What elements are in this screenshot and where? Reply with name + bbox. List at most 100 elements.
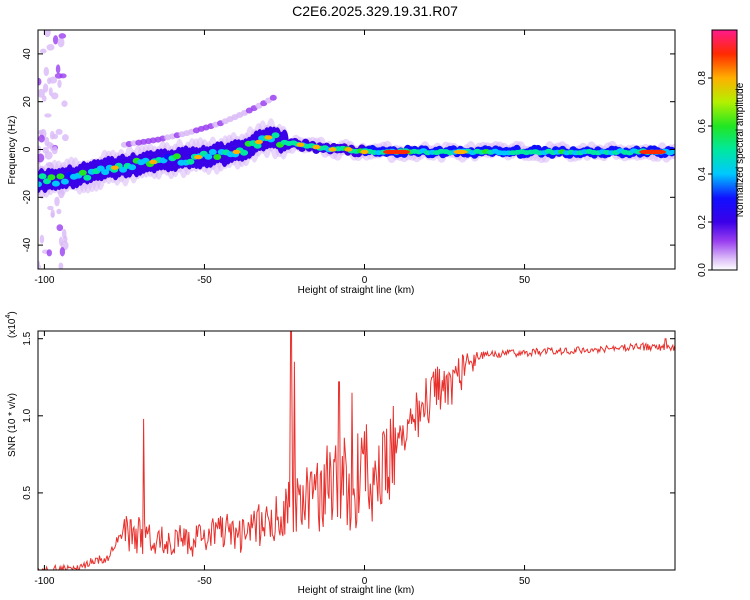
heatmap-cell — [59, 73, 67, 79]
heatmap-cell — [57, 79, 62, 88]
heatmap-cell — [39, 48, 47, 54]
heatmap-cell — [57, 37, 65, 48]
snr-x-ticks: -100 -50 0 50 — [34, 331, 531, 587]
heatmap-cell — [204, 153, 213, 160]
heatmap-cell — [652, 149, 666, 155]
heatmap-cell — [240, 149, 249, 156]
y-tick-label: 20 — [22, 96, 33, 108]
snr-scale-label: (x104) — [5, 311, 18, 338]
heatmap-cell — [101, 169, 110, 176]
heatmap-cell — [39, 234, 45, 244]
colorbar-tick-label: 0.8 — [697, 71, 708, 85]
snr-series-line — [38, 331, 675, 570]
heatmap-cell — [38, 153, 45, 163]
heatmap-cell — [52, 35, 59, 45]
heatmap-cell — [264, 135, 273, 140]
snr-frame — [37, 330, 676, 571]
heatmap-cell — [253, 142, 262, 149]
snr-scale-exponent: 4 — [5, 315, 12, 319]
heatmap-cell — [47, 205, 54, 211]
heatmap-cell — [83, 174, 92, 181]
colorbar-label: Normalized spectral amplitude — [735, 82, 746, 217]
x-tick-label: 0 — [362, 576, 368, 587]
heatmap-cell — [56, 173, 65, 180]
heatmap-cell — [149, 159, 158, 165]
heatmap-cell — [44, 30, 51, 38]
heatmap-cell — [110, 165, 119, 170]
heatmap-cell — [119, 166, 128, 173]
x-tick-label: 0 — [362, 275, 368, 286]
snr-x-axis-label: Height of straight line (km) — [298, 585, 415, 596]
heatmap-cell — [128, 164, 137, 171]
heatmap-cell — [344, 147, 353, 152]
colorbar-tick-label: 0.0 — [697, 263, 708, 277]
heatmap-cell — [312, 144, 321, 150]
spectrogram-panel: -100 -50 0 50 -40 -20 0 20 40 Height of straigh… — [7, 29, 676, 296]
heatmap-cell — [213, 154, 222, 160]
heatmap-cell — [59, 246, 66, 257]
heatmap-cell — [46, 249, 52, 257]
heatmap-cell — [254, 139, 263, 145]
heatmap-cell — [78, 169, 87, 176]
heatmap-cell — [56, 208, 62, 215]
heatmap-cell — [44, 151, 53, 160]
heatmap-cell — [50, 92, 59, 100]
snr-y-axis-label: SNR (10 * v/v) — [7, 393, 18, 457]
heatmap-cell — [47, 174, 56, 181]
y-tick-label: -20 — [22, 190, 33, 205]
spectrogram-y-axis-label: Frequency (Hz) — [7, 116, 18, 185]
x-tick-label: -50 — [197, 275, 212, 286]
heatmap-cell — [56, 224, 64, 232]
heatmap-cell — [38, 173, 47, 180]
colorbar: 0.0 0.2 0.4 0.6 0.8 Normalized spectral ampl… — [697, 29, 746, 277]
heatmap-cell — [50, 209, 55, 219]
heatmap-cell — [38, 264, 42, 269]
colorbar-tick-label: 0.6 — [697, 119, 708, 133]
heatmap-cell — [296, 142, 305, 147]
heatmap-cell — [58, 33, 67, 39]
heatmap-cell — [232, 149, 241, 155]
spectrogram-y-ticks: -40 -20 0 20 40 — [22, 48, 675, 252]
x-tick-label: 50 — [519, 576, 531, 587]
heatmap-cell — [63, 235, 68, 243]
y-tick-label: 0 — [22, 146, 33, 152]
heatmap-cell — [328, 147, 337, 152]
heatmap-cell — [42, 83, 49, 93]
snr-marks — [38, 331, 675, 570]
heatmap-cell — [38, 88, 45, 98]
heatmap-cell — [208, 149, 217, 155]
heatmap-marks — [38, 30, 675, 269]
heatmap-cell — [61, 100, 68, 107]
heatmap-cell — [453, 149, 468, 155]
figure-title: C2E6.2025.329.19.31.R07 — [292, 3, 458, 19]
y-tick-label: 40 — [22, 48, 33, 60]
x-tick-label: -50 — [197, 576, 212, 587]
heatmap-cell — [58, 262, 64, 269]
spectrogram-x-ticks: -100 -50 0 50 — [34, 30, 531, 286]
heatmap-cell — [44, 113, 52, 118]
x-tick-label: -100 — [34, 275, 54, 286]
heatmap-cell — [271, 132, 280, 139]
colorbar-tick-label: 0.4 — [697, 167, 708, 181]
heatmap-cell — [49, 130, 55, 140]
heatmap-cell — [51, 180, 60, 187]
heatmap-cell — [395, 149, 410, 155]
heatmap-cell — [194, 154, 203, 160]
heatmap-cell — [186, 158, 195, 165]
spectrogram-x-axis-label: Height of straight line (km) — [298, 285, 415, 296]
x-tick-label: -100 — [34, 576, 54, 587]
heatmap-cell — [360, 149, 369, 155]
colorbar-tick-label: 0.2 — [697, 215, 708, 229]
colorbar-ticks: 0.0 0.2 0.4 0.6 0.8 — [697, 71, 712, 277]
y-tick-label: 0.5 — [22, 486, 33, 500]
snr-scale-suffix: ) — [7, 311, 18, 314]
x-tick-label: 50 — [519, 275, 531, 286]
heatmap-cell — [62, 134, 69, 142]
heatmap-cell — [38, 77, 42, 86]
snr-y-ticks: 0.5 1.0 1.5 — [22, 331, 675, 500]
heatmap-cell — [51, 146, 58, 155]
heatmap-cell — [44, 136, 50, 147]
snr-panel: -100 -50 0 50 0.5 1.0 1.5 Height of straight … — [5, 311, 676, 596]
heatmap-cell — [670, 149, 675, 154]
